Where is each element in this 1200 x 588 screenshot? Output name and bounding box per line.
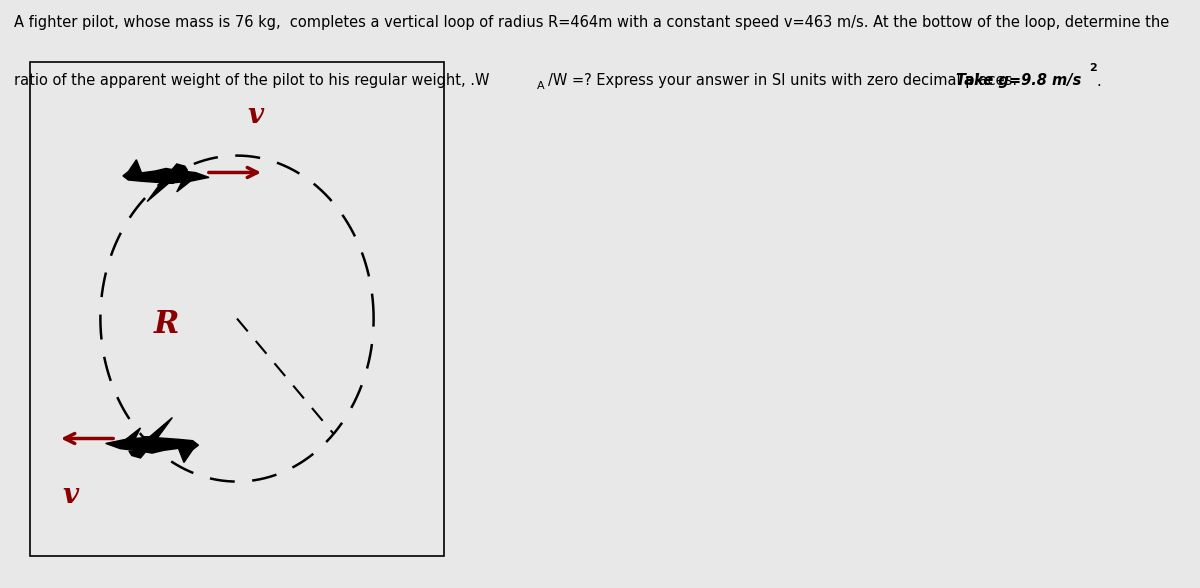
- Polygon shape: [106, 437, 198, 453]
- Text: 2: 2: [1090, 63, 1097, 73]
- Text: A fighter pilot, whose mass is 76 kg,  completes a vertical loop of radius R=464: A fighter pilot, whose mass is 76 kg, co…: [14, 15, 1170, 30]
- Text: /W =? Express your answer in SI units with zero decimal places.: /W =? Express your answer in SI units wi…: [548, 74, 1022, 89]
- Polygon shape: [176, 181, 191, 192]
- Text: A: A: [538, 81, 545, 91]
- Polygon shape: [128, 160, 142, 173]
- Polygon shape: [172, 164, 187, 171]
- Text: .: .: [1097, 74, 1102, 89]
- Text: ratio of the apparent weight of the pilot to his regular weight, .W: ratio of the apparent weight of the pilo…: [14, 74, 490, 89]
- Polygon shape: [122, 168, 209, 183]
- Polygon shape: [143, 417, 173, 437]
- Polygon shape: [126, 428, 140, 439]
- Polygon shape: [178, 447, 193, 462]
- Text: Take g=9.8 m/s: Take g=9.8 m/s: [956, 74, 1081, 89]
- Polygon shape: [148, 183, 174, 202]
- Text: v: v: [247, 102, 264, 129]
- Text: v: v: [62, 482, 78, 509]
- Text: R: R: [154, 309, 180, 340]
- Polygon shape: [128, 451, 146, 458]
